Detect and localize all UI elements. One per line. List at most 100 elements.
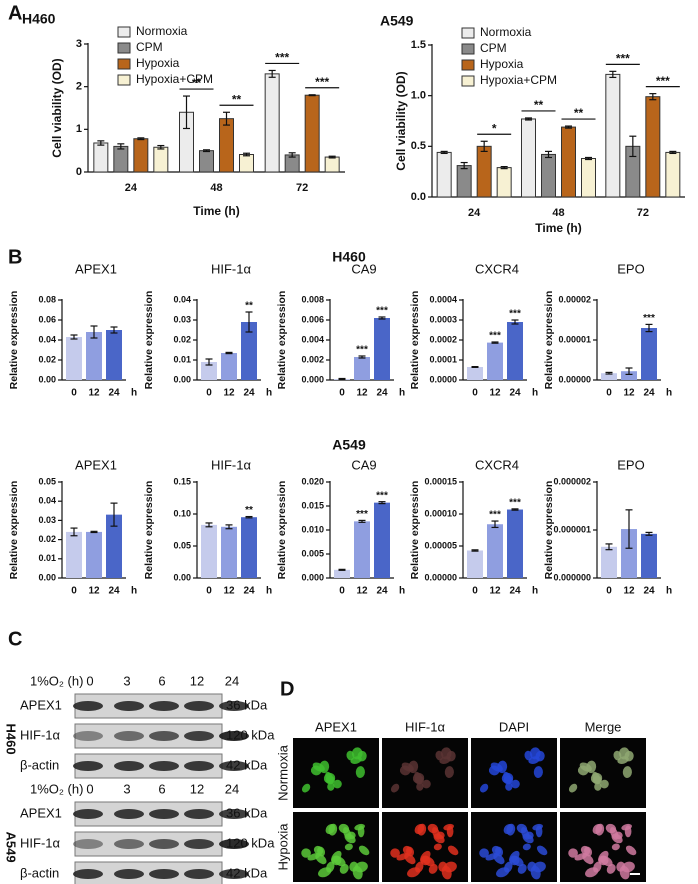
if-cell (416, 782, 424, 791)
y-tick-label: 0.0004 (429, 294, 457, 304)
x-tick-label: 12 (88, 388, 100, 399)
panel-label: D (280, 678, 294, 700)
y-tick-label: 0.00000 (424, 572, 457, 582)
blot-band (184, 731, 214, 741)
if-cell (301, 848, 311, 858)
y-tick-label: 0.00 (38, 572, 56, 582)
if-condition: Hypoxia (275, 823, 290, 871)
y-tick-label: 0.02 (173, 334, 191, 344)
y-tick-label: 0.020 (301, 476, 324, 486)
if-cell (417, 823, 427, 836)
y-tick-label: 2 (76, 81, 82, 93)
if-image (293, 738, 379, 808)
y-tick-label: 0.01 (173, 354, 191, 364)
legend-swatch (117, 74, 131, 86)
y-tick-label: 0.01 (38, 553, 56, 563)
if-cell (580, 845, 591, 855)
if-cell (422, 779, 431, 789)
blot-band (184, 761, 214, 771)
bar (304, 94, 320, 173)
bar (641, 328, 657, 380)
blot-protein: APEX1 (20, 805, 62, 820)
y-axis-label: Relative expression (8, 291, 20, 390)
blot-time: 6 (158, 781, 165, 796)
if-cell (346, 750, 355, 761)
bar (374, 502, 390, 578)
y-tick-label: 0.000000 (553, 572, 591, 582)
x-tick-label: 24 (468, 207, 481, 219)
legend-swatch (117, 26, 131, 38)
if-cell (577, 765, 589, 776)
y-tick-label: 0.00010 (424, 508, 457, 518)
legend-label: Hypoxia (480, 57, 524, 71)
if-cell (313, 845, 324, 855)
significance-label: *** (509, 498, 521, 509)
y-axis-label: Relative expression (409, 291, 421, 390)
x-tick-label: 72 (637, 207, 649, 219)
bar (541, 153, 556, 198)
blot-cell-line: H460 (4, 723, 19, 754)
x-tick-label: 72 (296, 182, 308, 194)
if-cell (435, 750, 444, 761)
chart-title: CA9 (351, 457, 376, 472)
blot-band (219, 761, 249, 771)
x-tick-label: 24 (643, 586, 655, 597)
x-unit: h (399, 586, 405, 597)
blot-band (149, 701, 179, 711)
if-cell (522, 833, 534, 844)
blot-band (219, 701, 249, 711)
legend-label: CPM (480, 41, 507, 55)
blot-condition: 1%O₂ (h) (30, 673, 83, 688)
if-cell (323, 772, 336, 784)
bar (496, 167, 512, 198)
x-tick-label: 24 (243, 388, 255, 399)
blot-protein: β-actin (20, 757, 59, 772)
if-cell (505, 782, 513, 791)
if-cell (582, 853, 594, 865)
blot-size: 36 kDa (226, 805, 268, 820)
blot-protein: HIF-1α (20, 835, 61, 850)
legend-label: Normoxia (480, 25, 532, 39)
blot-time: 0 (86, 673, 93, 688)
chart-title: EPO (617, 457, 644, 472)
if-cell (533, 766, 543, 778)
x-tick-label: 48 (552, 207, 564, 219)
significance-label: *** (643, 313, 655, 324)
y-tick-label: 0.010 (301, 524, 324, 534)
if-cell (441, 865, 452, 880)
blot-band (73, 731, 103, 741)
bar (476, 145, 492, 198)
bar (106, 330, 122, 380)
if-cell (506, 823, 516, 836)
if-cell (624, 825, 632, 838)
y-tick-label: 0.000 (301, 572, 324, 582)
if-cell (344, 833, 356, 844)
y-tick-label: 0.03 (38, 515, 56, 525)
if-background (471, 738, 557, 808)
if-cell (433, 833, 445, 844)
legend-label: Hypoxia (136, 56, 180, 70)
x-tick-label: 0 (606, 586, 612, 597)
x-axis-label: Time (h) (535, 221, 581, 235)
blot-band (149, 809, 179, 819)
blot-band (73, 761, 103, 771)
bar (93, 142, 109, 173)
if-cell (407, 867, 421, 878)
if-cell (355, 766, 365, 778)
if-cell (529, 747, 541, 760)
y-tick-label: 0.00 (38, 374, 56, 384)
y-tick-label: 0.008 (301, 294, 324, 304)
if-cell (585, 867, 599, 878)
significance-label: ** (192, 76, 202, 90)
bar (354, 357, 370, 380)
legend-label: Normoxia (136, 24, 188, 38)
y-tick-label: 0.004 (301, 334, 324, 344)
y-tick-label: 0.005 (301, 548, 324, 558)
x-tick-label: 0 (472, 388, 478, 399)
if-cell (509, 855, 520, 866)
bar (467, 550, 483, 578)
x-tick-label: 24 (509, 586, 521, 597)
chart-title: APEX1 (75, 457, 117, 472)
if-background (560, 738, 646, 808)
if-cell (333, 779, 342, 789)
